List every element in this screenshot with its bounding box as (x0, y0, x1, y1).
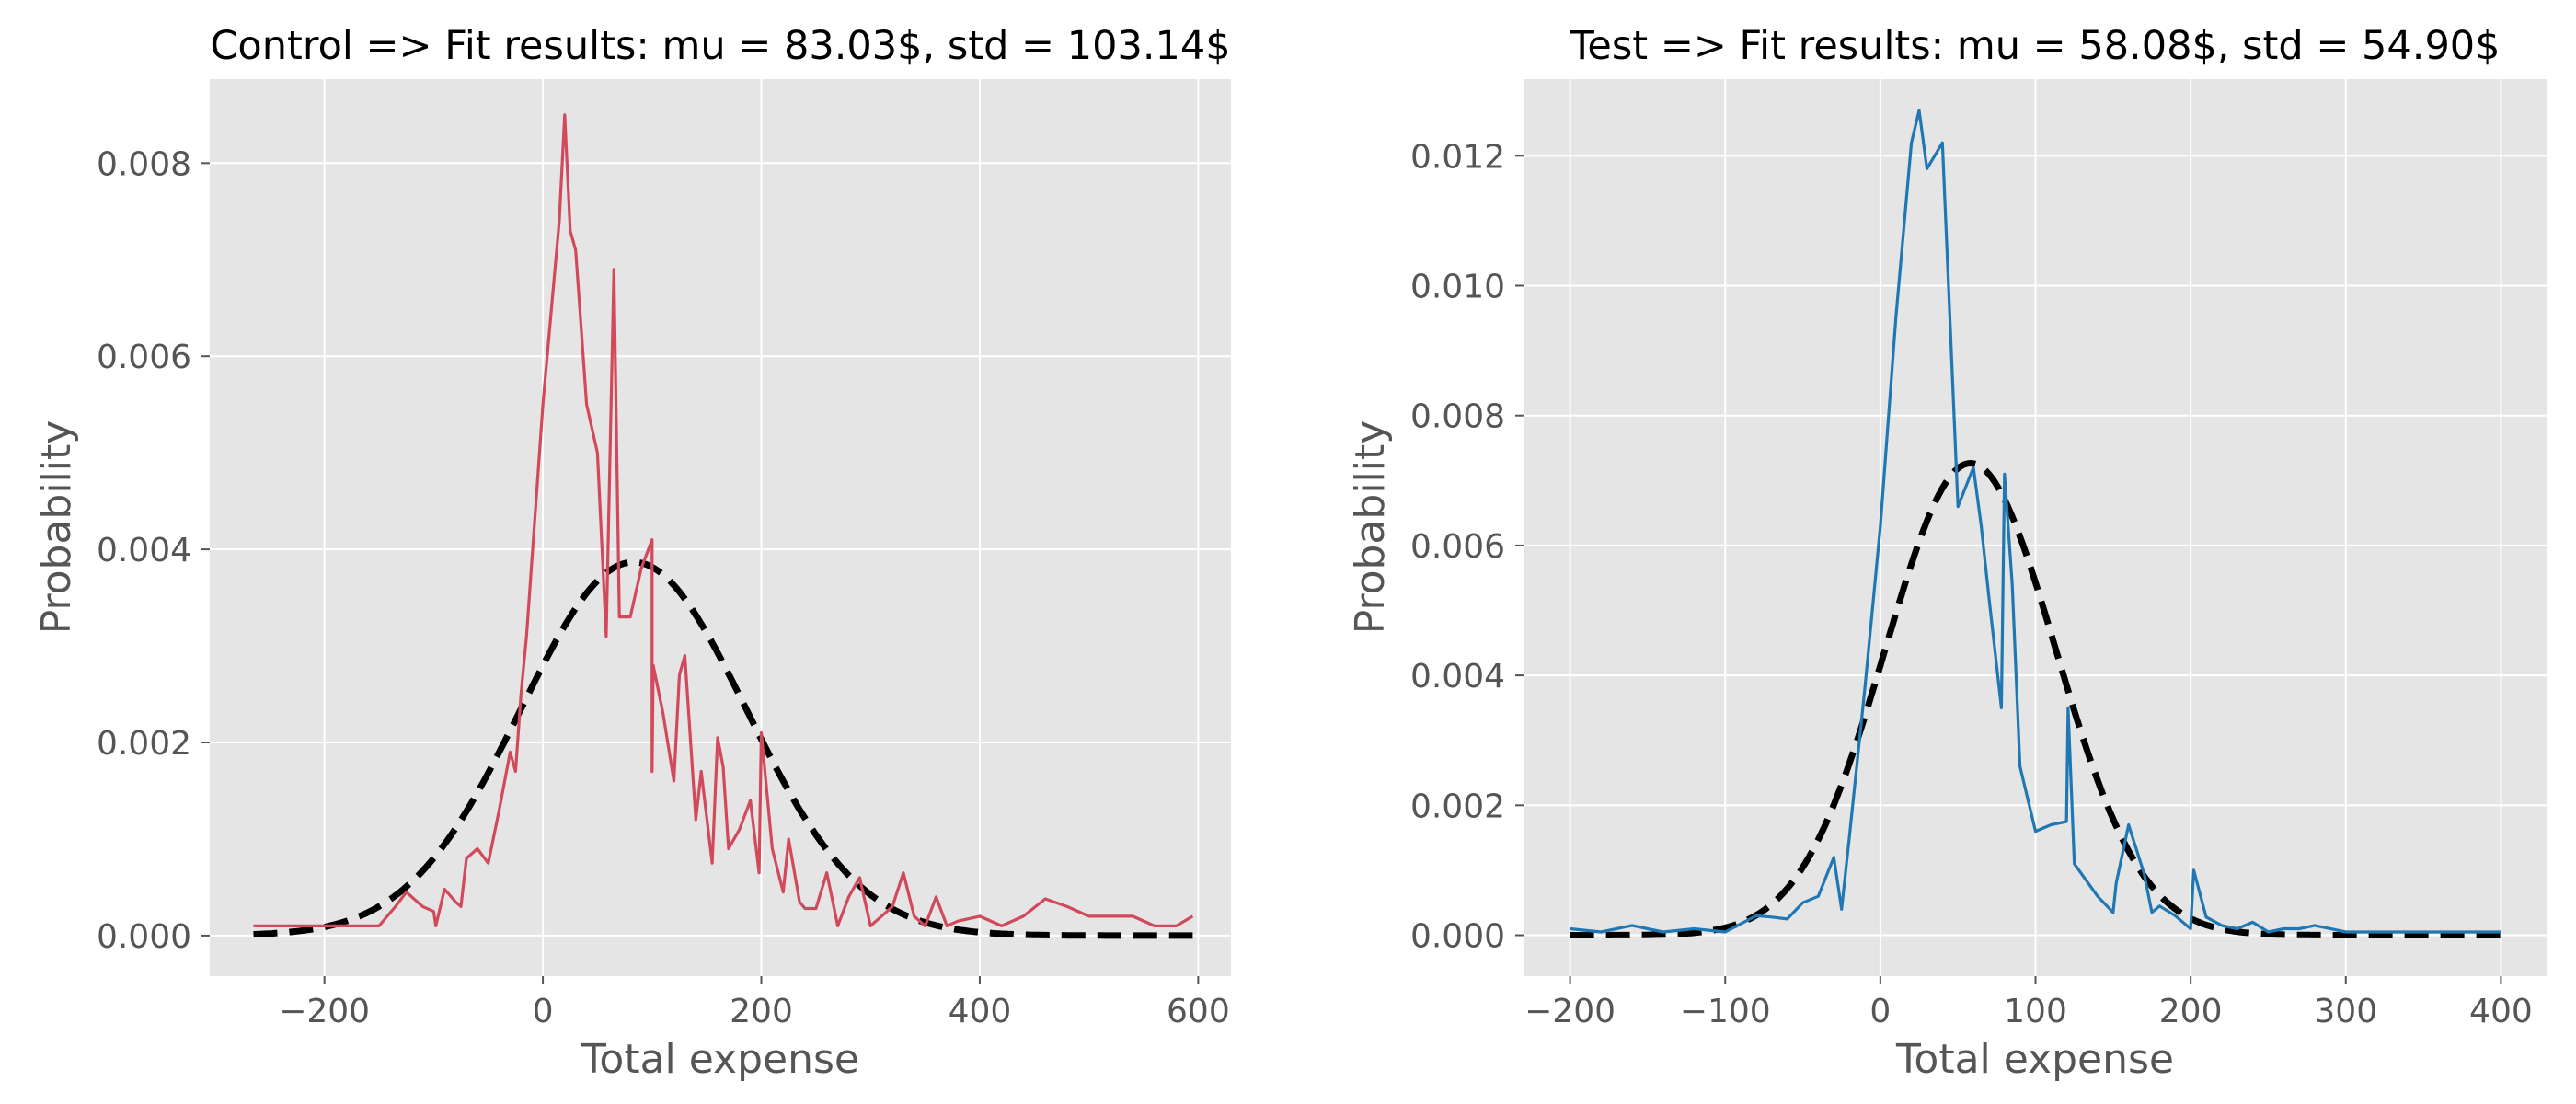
test-y-tick-label: 0.012 (1410, 138, 1505, 176)
test-x-axis-label: Total expense (1895, 1036, 2174, 1083)
control-y-axis-label: Probability (33, 420, 80, 635)
test-y-tick-label: 0.002 (1410, 788, 1505, 825)
control-panel: −200 0 200 400 600 0.000 0.002 0.004 0.006 0.008… (33, 23, 1231, 1083)
control-chart-title: Control => Fit results: mu = 83.03$, std… (210, 23, 1230, 69)
test-panel: −200 −100 0 100 200 300 400 0.0000.0020.0040.0… (1347, 23, 2547, 1083)
test-fit-line (1570, 459, 2501, 938)
test-y-tick-label: 0.010 (1410, 269, 1505, 306)
control-grid (210, 79, 1231, 976)
control-x-tick-label: −200 (279, 993, 370, 1030)
test-y-tick-label: 0.008 (1410, 398, 1505, 436)
test-x-tick-label: 200 (2159, 993, 2223, 1030)
test-x-tick-label: 400 (2469, 993, 2533, 1030)
control-series (253, 113, 1194, 928)
test-y-ticks: 0.000 0.002 0.004 0.006 0.008 0.010 0.012 (1410, 138, 1524, 956)
test-series-line (1570, 109, 2501, 934)
control-y-tick-label: 0.004 (97, 532, 191, 569)
test-grid (1524, 79, 2547, 976)
control-x-tick-label: 0 (533, 993, 554, 1030)
test-y-tick-label: 0.000 (1410, 918, 1505, 956)
control-x-tick-label: 400 (949, 993, 1012, 1030)
control-x-tick-label: 600 (1167, 993, 1230, 1030)
control-y-ticks: 0.000 0.002 0.004 0.006 0.008 (97, 145, 210, 956)
control-y-tick-label: 0.002 (97, 725, 191, 763)
test-y-axis-label: Probability (1347, 420, 1394, 635)
control-fit-curve (253, 558, 1193, 939)
test-y-tick-label: 0.006 (1410, 528, 1505, 566)
control-x-tick-label: 200 (730, 993, 793, 1030)
control-series-line (253, 113, 1194, 928)
test-y-tick-label: 0.004 (1410, 658, 1505, 696)
test-x-ticks: −200 −100 0 100 200 300 400 (1524, 976, 2533, 1030)
test-fit-curve (1570, 459, 2501, 938)
control-y-tick-label: 0.008 (97, 145, 191, 183)
test-chart-title: Test => Fit results: mu = 58.08$, std = … (1569, 23, 2500, 69)
control-x-axis-label: Total expense (581, 1036, 859, 1083)
test-x-tick-label: −200 (1524, 993, 1616, 1030)
control-x-ticks: −200 0 200 400 600 (279, 976, 1230, 1030)
control-y-tick-label: 0.006 (97, 339, 191, 376)
test-x-tick-label: 100 (2004, 993, 2067, 1030)
test-x-tick-label: 0 (1869, 993, 1891, 1030)
control-plot-background (210, 79, 1231, 976)
control-fit-line (253, 558, 1193, 939)
test-x-tick-label: −100 (1680, 993, 1771, 1030)
control-y-tick-label: 0.000 (97, 918, 191, 956)
test-x-tick-label: 300 (2314, 993, 2377, 1030)
test-series (1570, 109, 2501, 934)
